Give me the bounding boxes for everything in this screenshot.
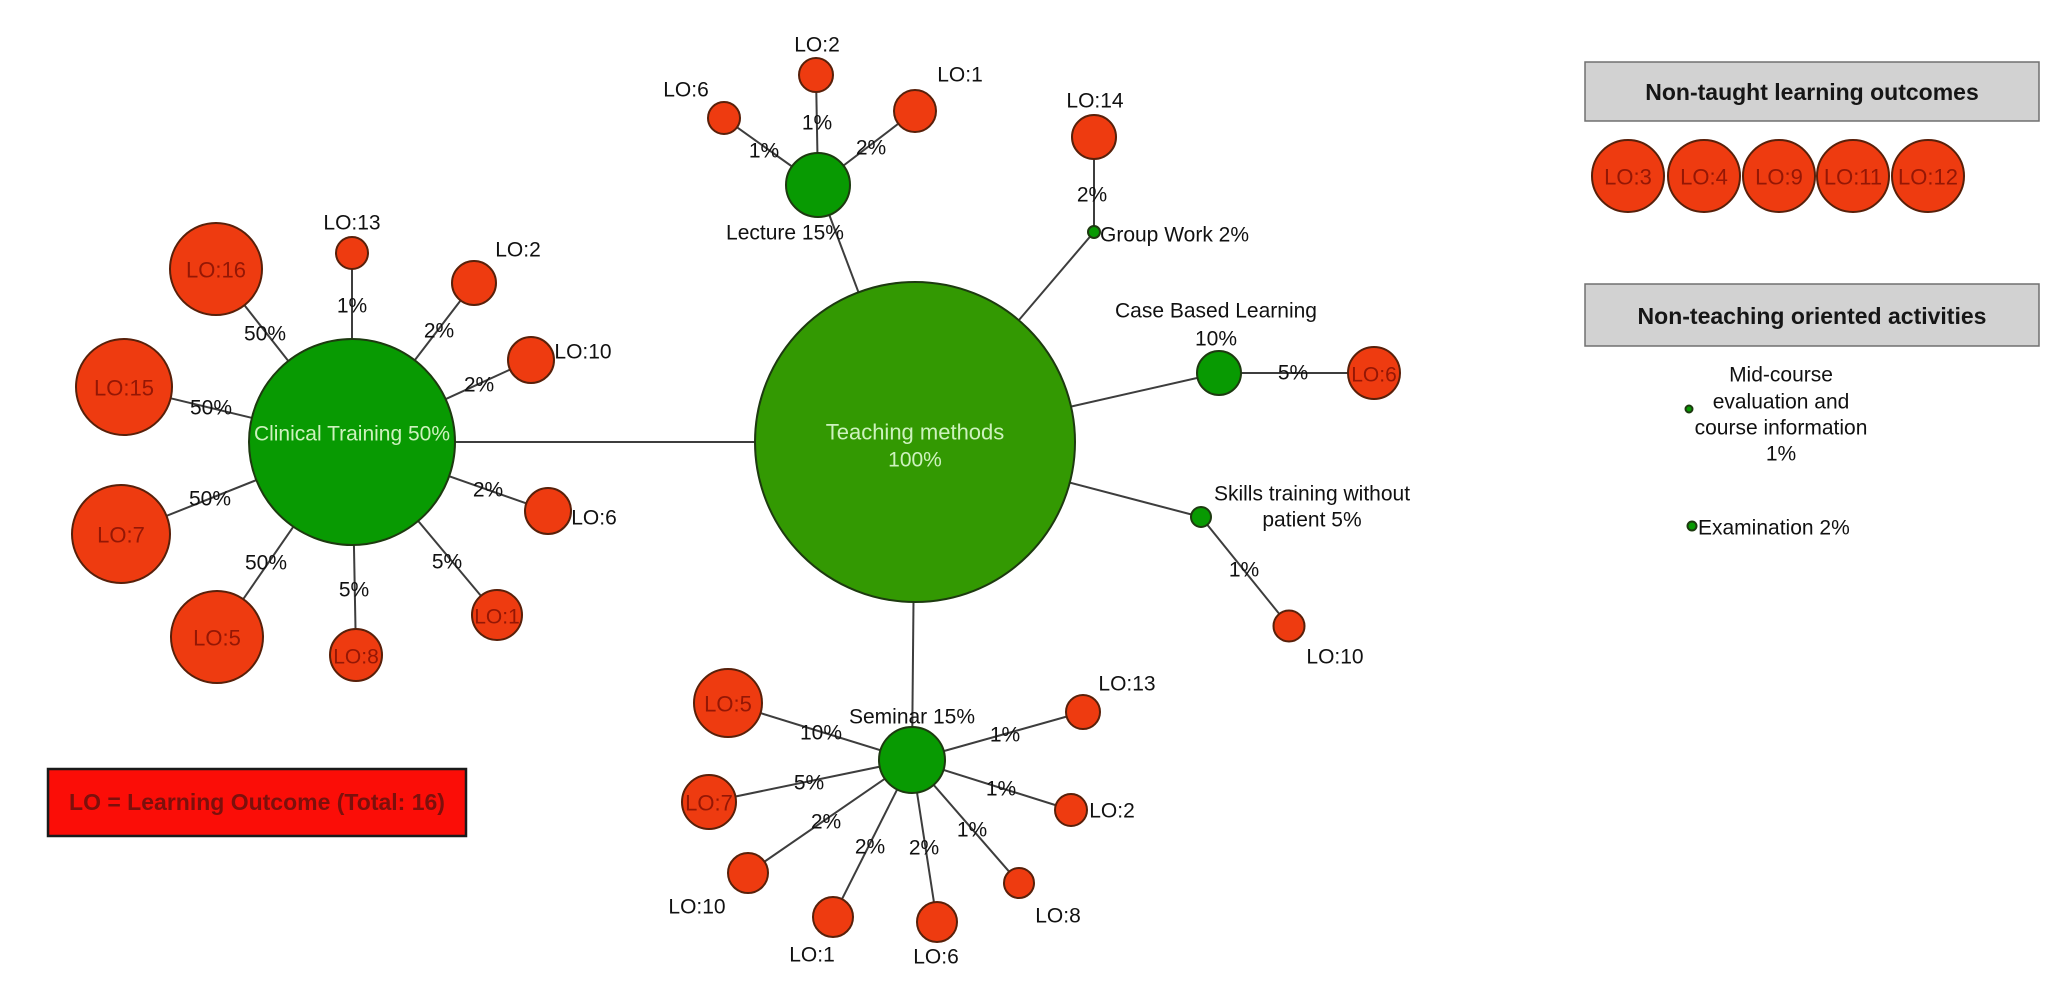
svg-text:LO:16: LO:16 xyxy=(186,258,246,283)
svg-text:1%: 1% xyxy=(957,818,987,841)
svg-text:course information: course information xyxy=(1695,416,1868,439)
svg-text:2%: 2% xyxy=(473,478,503,501)
svg-text:2%: 2% xyxy=(1077,183,1107,206)
svg-text:2%: 2% xyxy=(909,836,939,859)
svg-text:LO:5: LO:5 xyxy=(193,626,241,651)
svg-text:LO:8: LO:8 xyxy=(1035,904,1081,927)
svg-text:LO:5: LO:5 xyxy=(704,692,752,717)
svg-text:LO:3: LO:3 xyxy=(1604,165,1652,190)
svg-text:LO:14: LO:14 xyxy=(1066,89,1124,112)
svg-text:LO = Learning Outcome (Total:: LO = Learning Outcome (Total: 16) xyxy=(69,789,445,815)
svg-text:LO:6: LO:6 xyxy=(571,506,617,529)
svg-text:LO:4: LO:4 xyxy=(1680,165,1728,190)
svg-text:Mid-course: Mid-course xyxy=(1729,363,1833,386)
svg-text:1%: 1% xyxy=(749,139,779,162)
svg-text:Group Work 2%: Group Work 2% xyxy=(1100,223,1249,246)
svg-text:Clinical Training 50%: Clinical Training 50% xyxy=(254,422,450,445)
svg-text:1%: 1% xyxy=(337,294,367,317)
svg-text:5%: 5% xyxy=(1278,361,1308,384)
svg-text:LO:9: LO:9 xyxy=(1755,165,1803,190)
svg-text:5%: 5% xyxy=(339,578,369,601)
svg-text:2%: 2% xyxy=(811,810,841,833)
svg-text:50%: 50% xyxy=(189,487,231,510)
svg-text:LO:11: LO:11 xyxy=(1824,165,1882,190)
svg-text:Examination 2%: Examination 2% xyxy=(1698,516,1850,539)
svg-text:evaluation and: evaluation and xyxy=(1713,390,1850,413)
svg-text:LO:13: LO:13 xyxy=(1098,672,1155,695)
svg-text:LO:8: LO:8 xyxy=(333,645,379,668)
svg-text:LO:7: LO:7 xyxy=(685,791,733,816)
svg-text:2%: 2% xyxy=(855,835,885,858)
svg-text:2%: 2% xyxy=(856,136,886,159)
svg-text:1%: 1% xyxy=(986,777,1016,800)
svg-text:LO:10: LO:10 xyxy=(1306,645,1363,668)
svg-text:LO:6: LO:6 xyxy=(1351,363,1397,386)
svg-text:2%: 2% xyxy=(424,319,454,342)
svg-text:5%: 5% xyxy=(432,550,462,573)
svg-text:Skills training without: Skills training without xyxy=(1214,482,1410,505)
svg-text:10%: 10% xyxy=(1195,327,1237,350)
svg-text:LO:10: LO:10 xyxy=(668,895,725,918)
svg-text:LO:7: LO:7 xyxy=(97,523,145,548)
svg-text:5%: 5% xyxy=(794,771,824,794)
svg-text:LO:1: LO:1 xyxy=(474,605,520,628)
svg-text:50%: 50% xyxy=(245,551,287,574)
svg-text:1%: 1% xyxy=(802,111,832,134)
svg-text:1%: 1% xyxy=(1766,442,1796,465)
svg-text:LO:6: LO:6 xyxy=(913,945,959,968)
svg-text:LO:12: LO:12 xyxy=(1898,165,1958,190)
svg-text:LO:2: LO:2 xyxy=(495,238,541,261)
svg-text:LO:1: LO:1 xyxy=(789,943,835,966)
svg-text:10%: 10% xyxy=(800,721,842,744)
svg-text:50%: 50% xyxy=(244,322,286,345)
svg-text:Seminar 15%: Seminar 15% xyxy=(849,705,975,728)
svg-text:LO:10: LO:10 xyxy=(554,340,611,363)
svg-text:LO:6: LO:6 xyxy=(663,78,709,101)
svg-text:Case Based Learning: Case Based Learning xyxy=(1115,299,1317,322)
svg-text:Teaching methods: Teaching methods xyxy=(826,420,1005,445)
svg-text:LO:1: LO:1 xyxy=(937,63,983,86)
svg-text:Non-taught learning outcomes: Non-taught learning outcomes xyxy=(1645,79,1979,105)
svg-text:Lecture 15%: Lecture 15% xyxy=(726,221,844,244)
svg-text:LO:2: LO:2 xyxy=(794,33,840,56)
svg-text:2%: 2% xyxy=(464,373,494,396)
svg-text:LO:13: LO:13 xyxy=(323,211,380,234)
svg-text:100%: 100% xyxy=(888,448,942,471)
svg-text:1%: 1% xyxy=(990,723,1020,746)
svg-text:1%: 1% xyxy=(1229,558,1259,581)
svg-text:patient 5%: patient 5% xyxy=(1262,508,1361,531)
svg-text:Non-teaching oriented activiti: Non-teaching oriented activities xyxy=(1638,303,1987,329)
svg-text:LO:15: LO:15 xyxy=(94,376,154,401)
svg-text:50%: 50% xyxy=(190,396,232,419)
svg-text:LO:2: LO:2 xyxy=(1089,799,1135,822)
